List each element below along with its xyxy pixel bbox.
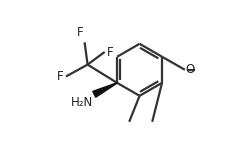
Text: F: F — [106, 46, 113, 59]
Polygon shape — [93, 83, 117, 97]
Text: H₂N: H₂N — [71, 96, 94, 109]
Text: F: F — [57, 70, 63, 83]
Text: O: O — [185, 63, 195, 76]
Text: F: F — [76, 26, 83, 39]
